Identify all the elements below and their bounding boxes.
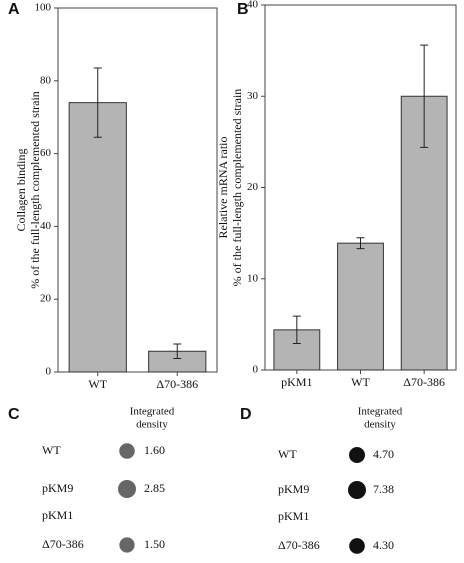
y-axis-label: Relative mRNA ratio bbox=[216, 137, 230, 239]
error-bar bbox=[292, 315, 301, 345]
x-tick-label: pKM1 bbox=[281, 375, 312, 389]
column-header: Integrated bbox=[358, 406, 403, 418]
x-tick-label: WT bbox=[88, 377, 107, 391]
y-tick-label: 30 bbox=[247, 90, 259, 102]
y-tick-label: 60 bbox=[40, 147, 52, 159]
blot-dot bbox=[348, 481, 366, 499]
bar bbox=[400, 95, 448, 371]
blot-dot bbox=[349, 538, 365, 554]
y-tick-label: 20 bbox=[247, 181, 259, 193]
plot-frame bbox=[57, 7, 218, 373]
y-tick-label: 20 bbox=[40, 293, 52, 305]
panel-label: D bbox=[240, 406, 252, 423]
error-bar bbox=[356, 237, 365, 250]
x-tick-label: Δ70-386 bbox=[403, 375, 445, 389]
blot-dot bbox=[119, 537, 135, 553]
column-header: density bbox=[364, 419, 396, 431]
panel-label: C bbox=[8, 406, 20, 423]
y-tick-label: 10 bbox=[247, 272, 259, 284]
density-value: 1.60 bbox=[144, 443, 165, 457]
error-bar bbox=[420, 44, 429, 148]
y-tick-label: 80 bbox=[40, 74, 52, 86]
density-value: 4.70 bbox=[373, 447, 394, 461]
y-tick-label: 40 bbox=[247, 0, 259, 11]
panel-label: A bbox=[8, 1, 20, 18]
row-label: pKM1 bbox=[42, 508, 73, 522]
y-axis-label: % of the full-length complemented strain bbox=[28, 91, 42, 289]
y-tick-label: 40 bbox=[40, 220, 52, 232]
row-label: pKM1 bbox=[278, 509, 309, 523]
x-tick-label: WT bbox=[351, 375, 370, 389]
row-label: Δ70-386 bbox=[278, 538, 320, 552]
density-value: 2.85 bbox=[144, 481, 165, 495]
blot-dot bbox=[119, 443, 135, 459]
density-value: 4.30 bbox=[373, 538, 394, 552]
column-header: density bbox=[136, 419, 168, 431]
row-label: Δ70-386 bbox=[42, 537, 84, 551]
row-label: WT bbox=[42, 443, 61, 457]
y-tick-label: 100 bbox=[35, 2, 52, 14]
bar bbox=[337, 242, 384, 371]
density-value: 1.50 bbox=[144, 537, 165, 551]
error-bar bbox=[173, 343, 182, 360]
blot-dot bbox=[118, 480, 136, 498]
y-tick-label: 0 bbox=[46, 366, 52, 378]
y-axis-label: Collagen binding bbox=[14, 149, 28, 232]
density-value: 7.38 bbox=[373, 482, 394, 496]
bar bbox=[68, 102, 127, 373]
column-header: Integrated bbox=[130, 406, 175, 418]
blot-dot bbox=[349, 447, 365, 463]
y-axis-label: % of the full-length complemented strain bbox=[230, 89, 244, 287]
y-tick-label: 0 bbox=[253, 364, 259, 376]
error-bar bbox=[93, 67, 102, 138]
panel-label: B bbox=[237, 1, 249, 18]
row-label: pKM9 bbox=[42, 481, 73, 495]
row-label: pKM9 bbox=[278, 482, 309, 496]
x-tick-label: Δ70-386 bbox=[156, 377, 198, 391]
row-label: WT bbox=[278, 447, 297, 461]
